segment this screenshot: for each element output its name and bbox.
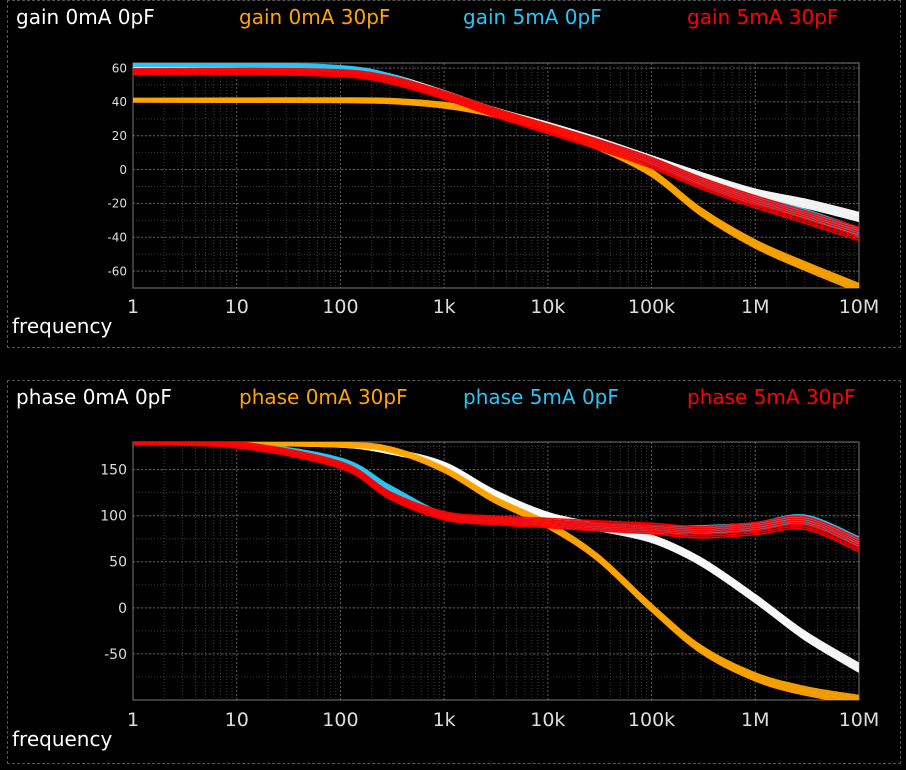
gain-legend: gain 0mA 0pF gain 0mA 30pF gain 5mA 0pF … bbox=[12, 5, 900, 31]
legend-entry: phase 5mA 0pF bbox=[463, 385, 619, 409]
series-line bbox=[180, 442, 859, 544]
x-tick-label: 10 bbox=[225, 296, 249, 318]
x-tick-label: 1k bbox=[433, 296, 456, 318]
series-line bbox=[133, 442, 859, 549]
series-line bbox=[133, 442, 859, 670]
y-tick-label: 60 bbox=[112, 61, 127, 75]
legend-entry: gain 5mA 30pF bbox=[687, 5, 839, 29]
y-tick-label: 100 bbox=[100, 509, 127, 525]
phase-legend: phase 0mA 0pF phase 0mA 30pF phase 5mA 0… bbox=[12, 385, 900, 411]
plot-frame bbox=[132, 62, 860, 289]
series-line bbox=[133, 69, 859, 233]
series-3 bbox=[133, 442, 859, 553]
phase-panel: phase 0mA 0pF phase 0mA 30pF phase 5mA 0… bbox=[7, 380, 901, 764]
series-line bbox=[133, 68, 859, 231]
y-tick-label: 40 bbox=[112, 95, 127, 109]
legend-entry: phase 0mA 30pF bbox=[239, 385, 408, 409]
series-line bbox=[231, 442, 859, 540]
x-tick-label: 10M bbox=[839, 296, 880, 318]
series-3 bbox=[133, 67, 859, 242]
x-tick-label: 100k bbox=[628, 709, 675, 731]
y-tick-label: -20 bbox=[107, 197, 127, 211]
series-line bbox=[133, 443, 859, 551]
x-tick-label: 1k bbox=[433, 709, 456, 731]
y-tick-label: 0 bbox=[118, 601, 127, 617]
x-axis-label: frequency bbox=[12, 727, 113, 751]
series-line bbox=[216, 442, 859, 542]
x-axis-label: frequency bbox=[12, 314, 113, 338]
series-line bbox=[133, 70, 859, 235]
x-tick-label: 1 bbox=[127, 709, 139, 731]
y-tick-label: -40 bbox=[107, 230, 127, 244]
x-tick-label: 1 bbox=[127, 296, 139, 318]
plot-frame bbox=[132, 441, 860, 701]
series-line bbox=[133, 65, 859, 238]
x-tick-label: 100k bbox=[628, 296, 675, 318]
legend-entry: gain 0mA 30pF bbox=[239, 5, 391, 29]
legend-entry: gain 0mA 0pF bbox=[16, 5, 155, 29]
series-line bbox=[133, 73, 859, 242]
gain-plot: 1 10 100 1k 10k 100k 1M 10M 60 40 20 0 -20 -40 -60 bbox=[107, 61, 880, 318]
legend-entry: gain 5mA 0pF bbox=[463, 5, 602, 29]
gain-panel: gain 0mA 0pF gain 0mA 30pF gain 5mA 0pF … bbox=[7, 0, 901, 348]
x-tick-label: 1M bbox=[741, 296, 769, 318]
x-tick-label: 100 bbox=[322, 709, 358, 731]
series-line bbox=[133, 72, 859, 240]
legend-entry: phase 0mA 0pF bbox=[16, 385, 172, 409]
series-line bbox=[133, 442, 859, 546]
phase-plot: 1 10 100 1k 10k 100k 1M 10M 150 100 50 0 -50 bbox=[100, 441, 880, 731]
series-line bbox=[133, 442, 859, 700]
series-line bbox=[133, 443, 859, 553]
legend-entry: phase 5mA 30pF bbox=[687, 385, 856, 409]
series-line bbox=[133, 67, 859, 229]
x-tick-label: 10M bbox=[839, 709, 880, 731]
x-tick-label: 10 bbox=[225, 709, 249, 731]
x-tick-label: 10k bbox=[530, 296, 565, 318]
x-tick-label: 1M bbox=[741, 709, 769, 731]
series-line bbox=[133, 442, 846, 700]
y-tick-label: 50 bbox=[109, 555, 127, 571]
x-tick-label: 10k bbox=[530, 709, 565, 731]
y-tick-label: 0 bbox=[119, 163, 127, 177]
x-tick-label: 100 bbox=[322, 296, 358, 318]
series-line bbox=[133, 71, 859, 237]
y-tick-label: -50 bbox=[104, 647, 127, 663]
y-tick-label: 150 bbox=[100, 463, 127, 479]
y-tick-label: -60 bbox=[107, 264, 127, 278]
series-line bbox=[272, 442, 859, 665]
y-tick-label: 20 bbox=[112, 129, 127, 143]
